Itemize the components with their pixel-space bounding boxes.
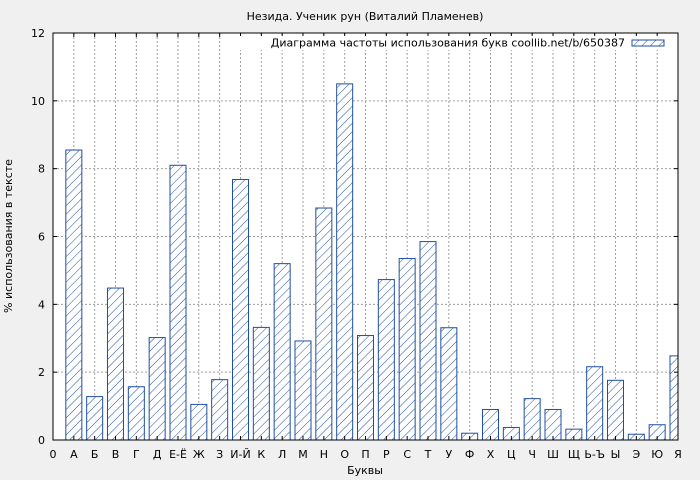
y-tick-label: 4 — [38, 298, 45, 311]
x-axis-label: Буквы — [347, 464, 383, 477]
x-tick-label: С — [403, 448, 411, 461]
x-tick-label: Э — [632, 448, 640, 461]
x-tick-label: Х — [487, 448, 495, 461]
y-tick-label: 0 — [38, 434, 45, 447]
x-tick-label: И-Й — [230, 448, 250, 461]
legend-label: Диаграмма частоты использования букв coo… — [271, 37, 625, 50]
x-tick-label: Л — [278, 448, 286, 461]
y-axis-ticks: 0 2 4 6 8 10 12 — [31, 27, 678, 447]
bar-К — [252, 326, 270, 441]
y-tick-label: 2 — [38, 366, 45, 379]
x-tick-label: Щ — [568, 448, 580, 461]
bar-О — [336, 83, 354, 441]
x-tick-label: Б — [91, 448, 99, 461]
x-tick-label: Ц — [507, 448, 516, 461]
x-axis-ticks: 0 А Б В Г Д Е-Ё Ж З И-Й К Л М Н О П Р С Т У Ф Х Ц Ч Ш Щ Ь-Ъ Ы Э Ю Я — [50, 33, 682, 461]
bar-Я — [669, 355, 679, 441]
x-tick-label: К — [257, 448, 265, 461]
bar-Ы — [607, 379, 624, 441]
y-tick-label: 12 — [31, 27, 45, 40]
bar-Х — [482, 408, 499, 441]
chart-title: Незида. Ученик рун (Виталий Пламенев) — [247, 10, 484, 23]
x-tick-label: Е-Ё — [169, 448, 187, 461]
y-axis-label: % использования в тексте — [2, 159, 15, 313]
bar-Н — [315, 207, 333, 441]
legend-swatch — [631, 39, 665, 47]
x-tick-label: Д — [153, 448, 162, 461]
bar-З — [211, 379, 229, 441]
x-tick-label: Р — [383, 448, 390, 461]
legend: Диаграмма частоты использования букв coo… — [240, 36, 674, 50]
x-tick-label: Ю — [651, 448, 663, 461]
bar-Ш — [544, 408, 562, 441]
bar-Ч — [523, 398, 541, 441]
x-tick-label: Г — [133, 448, 140, 461]
x-tick-label: П — [361, 448, 369, 461]
y-tick-label: 8 — [38, 163, 45, 176]
bar-Ь-Ъ — [586, 366, 604, 441]
x-tick-label: В — [112, 448, 120, 461]
bar-П — [357, 335, 374, 441]
x-tick-label: М — [298, 448, 308, 461]
bar-Д — [148, 337, 166, 441]
x-tick-label: Ч — [528, 448, 536, 461]
bar-А — [65, 149, 83, 441]
bar-В — [107, 287, 124, 441]
bar-М — [294, 340, 312, 441]
bar-Ж — [190, 403, 208, 441]
y-tick-label: 6 — [38, 231, 45, 244]
bar-Б — [86, 396, 104, 441]
x-tick-label: О — [340, 448, 349, 461]
x-tick-label: У — [445, 448, 452, 461]
x-tick-label: З — [216, 448, 223, 461]
x-tick-label: Ы — [611, 448, 621, 461]
bar-Т — [419, 241, 437, 441]
bar-Л — [273, 263, 291, 441]
x-tick-label: Ш — [547, 448, 559, 461]
x-tick-label: Н — [320, 448, 328, 461]
x-tick-label: А — [70, 448, 78, 461]
bar-И-Й — [232, 179, 249, 441]
bar-Р — [377, 279, 395, 441]
x-tick-label: Я — [674, 448, 682, 461]
legend-box — [240, 36, 674, 50]
bar-У — [440, 327, 458, 441]
x-tick-label: Ж — [193, 448, 205, 461]
x-tick-label: Ь-Ъ — [584, 448, 605, 461]
bar-С — [398, 258, 416, 441]
x-tick-label: Ф — [465, 448, 474, 461]
bar-Г — [127, 386, 145, 441]
x-tick-label: Т — [424, 448, 432, 461]
y-tick-label: 10 — [31, 95, 45, 108]
bar-Е-Ё — [169, 164, 187, 441]
x-origin-label: 0 — [50, 448, 57, 461]
